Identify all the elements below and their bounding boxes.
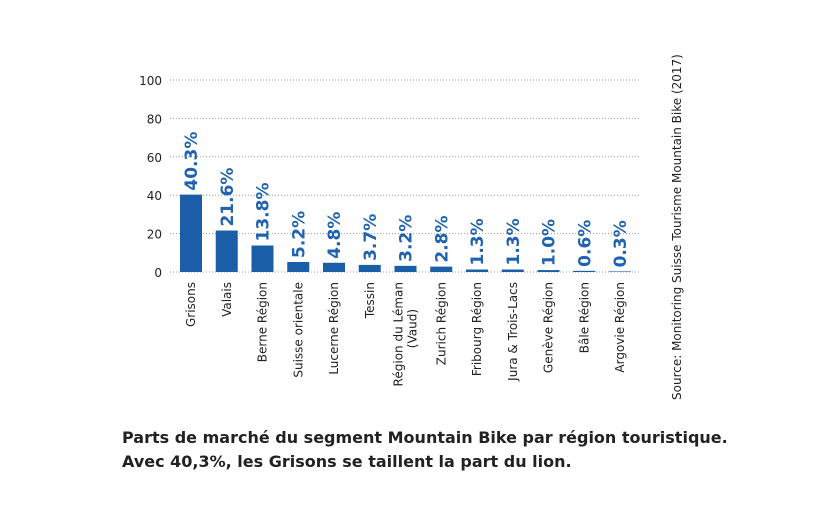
bar [323, 262, 345, 272]
value-label: 0.3% [611, 220, 631, 267]
x-tick-label: Grisons [184, 282, 198, 327]
x-tick-label: Jura & Trois-Lacs [506, 282, 520, 382]
bar [609, 271, 631, 272]
value-label: 2.8% [432, 215, 452, 262]
value-label: 3.7% [361, 214, 381, 261]
x-tick-label: Genève Région [542, 282, 556, 373]
bar [358, 264, 381, 272]
bar [466, 269, 488, 272]
value-label: 5.2% [289, 211, 309, 258]
y-tick-label: 60 [147, 151, 162, 165]
x-tick-label: Valais [220, 282, 234, 317]
y-tick-label: 80 [147, 112, 162, 126]
x-tick-label: Zurich Région [434, 282, 448, 365]
y-tick-label: 0 [154, 266, 162, 280]
x-tick-label: Argovie Région [613, 282, 627, 373]
x-tick-label: Fribourg Région [470, 282, 484, 376]
source: Source: Monitoring Suisse Tourisme Mount… [670, 54, 684, 400]
bar [573, 270, 596, 272]
y-tick-label: 100 [139, 74, 162, 88]
bar [251, 245, 274, 272]
x-tick-label: Bâle Région [577, 282, 591, 353]
bar [430, 266, 453, 272]
x-tick-label: Suisse orientale [291, 282, 305, 378]
bar [394, 265, 417, 272]
x-tick-label: Tessin [363, 282, 377, 319]
value-label: 1.3% [468, 218, 488, 265]
x-tick-label: Région du Léman(Vaud) [392, 282, 420, 386]
value-label: 4.8% [325, 212, 345, 259]
caption-line: Parts de marché du segment Mountain Bike… [122, 428, 728, 447]
caption-line: Avec 40,3%, les Grisons se taillent la p… [122, 452, 572, 471]
y-tick-label: 20 [147, 228, 162, 242]
x-tick-label: Berne Région [256, 282, 270, 362]
y-tick-label: 40 [147, 189, 162, 203]
value-label: 21.6% [218, 168, 238, 227]
bar [501, 269, 524, 272]
value-label: 3.2% [397, 215, 417, 262]
value-label: 1.0% [540, 219, 560, 266]
value-label: 13.8% [254, 183, 274, 242]
x-tick-label: Lucerne Région [327, 282, 341, 375]
bar [180, 194, 202, 272]
bar [537, 270, 560, 272]
bar [287, 262, 310, 272]
bar [215, 230, 238, 272]
value-label: 40.3% [182, 132, 202, 191]
value-label: 0.6% [575, 220, 595, 267]
value-label: 1.3% [504, 218, 524, 265]
